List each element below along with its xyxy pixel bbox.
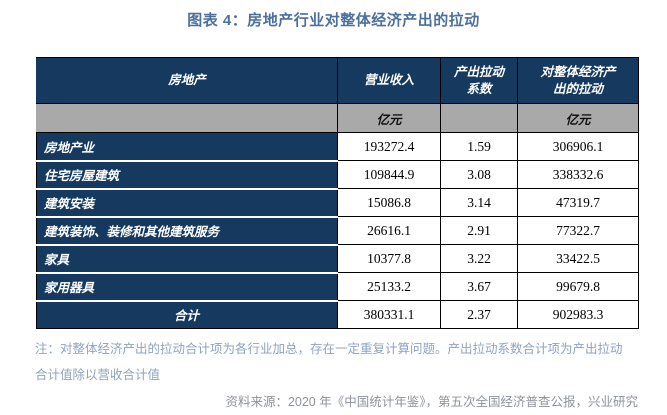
revenue-cell: 109844.9 — [337, 160, 441, 189]
revenue-cell: 15086.8 — [337, 188, 441, 217]
total-row: 合计 380331.1 2.37 902983.3 — [36, 300, 639, 329]
unit-row: 亿元 亿元 — [36, 103, 639, 133]
unit-cell-coefficient — [440, 103, 518, 133]
coefficient-cell: 3.22 — [440, 244, 518, 273]
real-estate-output-table: 房地产 营业收入 产出拉动系数 对整体经济产出的拉动 亿元 亿元 房地产业 19… — [36, 57, 639, 329]
industry-cell: 建筑装饰、装修和其他建筑服务 — [36, 216, 338, 246]
coefficient-cell: 3.14 — [440, 188, 518, 217]
figure-title: 图表 4：房地产行业对整体经济产出的拉动 — [187, 12, 480, 29]
coefficient-cell: 1.59 — [440, 132, 518, 161]
revenue-cell: 10377.8 — [337, 244, 441, 273]
industry-cell: 建筑安装 — [36, 188, 338, 218]
pull-cell: 47319.7 — [517, 188, 639, 217]
revenue-cell: 26616.1 — [337, 216, 441, 245]
industry-cell: 家具 — [36, 244, 338, 274]
total-revenue-cell: 380331.1 — [337, 300, 441, 329]
revenue-cell: 193272.4 — [337, 132, 441, 161]
pull-cell: 33422.5 — [517, 244, 639, 273]
total-pull-cell: 902983.3 — [517, 300, 639, 329]
revenue-cell: 25133.2 — [337, 272, 441, 301]
footnote: 注：对整体经济产出的拉动合计项为各行业加总，存在一定重复计算问题。产出拉动系数合… — [35, 342, 623, 382]
table-row: 房地产业 193272.4 1.59 306906.1 — [36, 132, 639, 162]
pull-cell: 99679.8 — [517, 272, 639, 301]
coefficient-cell: 3.08 — [440, 160, 518, 189]
industry-cell: 住宅房屋建筑 — [36, 160, 338, 190]
pull-cell: 338332.6 — [517, 160, 639, 189]
industry-cell: 房地产业 — [36, 132, 338, 162]
pull-cell: 306906.1 — [517, 132, 639, 161]
unit-cell-revenue: 亿元 — [337, 103, 441, 133]
coefficient-cell: 2.91 — [440, 216, 518, 245]
col-header-industry: 房地产 — [36, 57, 338, 104]
total-coefficient-cell: 2.37 — [440, 300, 518, 329]
table-row: 住宅房屋建筑 109844.9 3.08 338332.6 — [36, 160, 639, 190]
header-row: 房地产 营业收入 产出拉动系数 对整体经济产出的拉动 — [36, 57, 639, 104]
col-header-pull: 对整体经济产出的拉动 — [517, 57, 639, 104]
unit-cell-industry — [36, 103, 338, 133]
coefficient-cell: 3.67 — [440, 272, 518, 301]
total-label-cell: 合计 — [36, 300, 338, 329]
col-header-revenue: 营业收入 — [337, 57, 441, 104]
col-header-coefficient: 产出拉动系数 — [440, 57, 518, 104]
table-row: 家用器具 25133.2 3.67 99679.8 — [36, 272, 639, 302]
table-row: 建筑装饰、装修和其他建筑服务 26616.1 2.91 77322.7 — [36, 216, 639, 246]
source-line: 资料来源：2020 年《中国统计年鉴》，第五次全国经济普查公报，兴业研究 — [225, 395, 638, 409]
industry-cell: 家用器具 — [36, 272, 338, 302]
table-row: 家具 10377.8 3.22 33422.5 — [36, 244, 639, 274]
pull-cell: 77322.7 — [517, 216, 639, 245]
table-row: 建筑安装 15086.8 3.14 47319.7 — [36, 188, 639, 218]
unit-cell-pull: 亿元 — [517, 103, 639, 133]
